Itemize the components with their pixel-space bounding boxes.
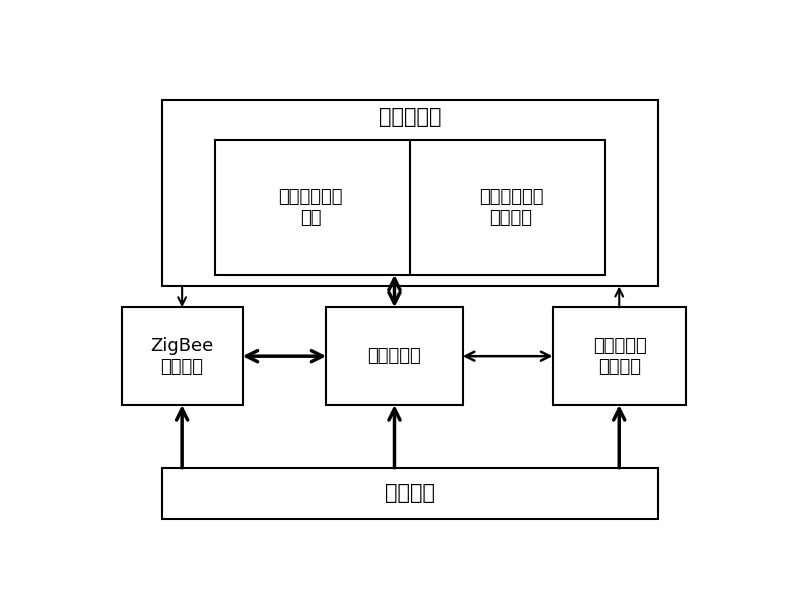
Text: 存储器模块: 存储器模块 [378, 107, 442, 127]
Bar [553, 307, 686, 405]
Bar [214, 140, 606, 275]
Bar [122, 307, 242, 405]
Bar [326, 307, 462, 405]
Text: 普通采集数据
存储单元: 普通采集数据 存储单元 [479, 188, 543, 226]
Text: 处理器模块: 处理器模块 [368, 347, 422, 365]
Text: ZigBee
通信模块: ZigBee 通信模块 [150, 337, 214, 376]
Bar [162, 100, 658, 286]
Text: 普通传感器
采集模块: 普通传感器 采集模块 [593, 337, 646, 376]
Bar [162, 467, 658, 519]
Text: 转发数据存储
单元: 转发数据存储 单元 [278, 188, 343, 226]
Text: 供电模块: 供电模块 [385, 483, 435, 503]
